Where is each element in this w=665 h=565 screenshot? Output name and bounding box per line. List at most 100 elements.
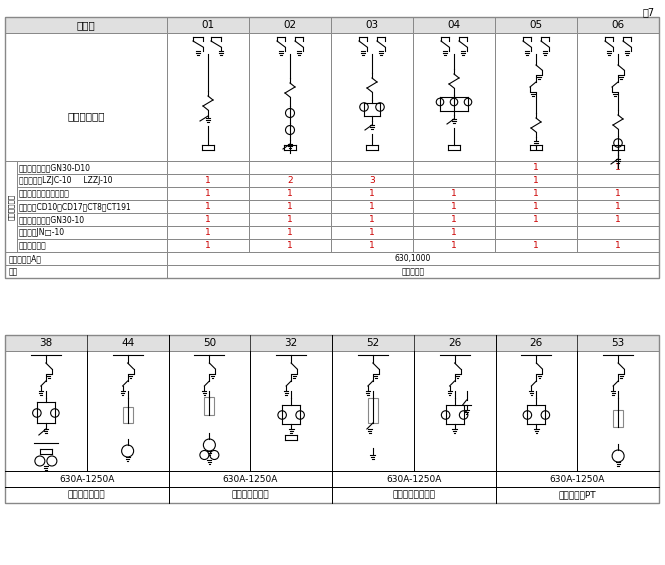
Text: 1: 1	[369, 189, 375, 198]
Bar	[249, 200, 331, 213]
Text: 电缆进线带PT: 电缆进线带PT	[559, 490, 596, 499]
Bar	[331, 226, 413, 239]
Text: 02: 02	[283, 20, 297, 30]
Bar	[5, 161, 17, 252]
Bar	[577, 33, 659, 161]
Text: 1: 1	[369, 228, 375, 237]
Bar	[86, 351, 168, 471]
Text: 06: 06	[611, 20, 624, 30]
Bar	[122, 407, 132, 423]
Bar	[167, 174, 249, 187]
Bar	[495, 200, 577, 213]
Text: 52: 52	[366, 338, 380, 348]
Text: 主电路方案图: 主电路方案图	[67, 111, 105, 121]
Bar	[577, 351, 659, 471]
Text: 电流互感器LZJC-10     LZZJ-10: 电流互感器LZJC-10 LZZJ-10	[19, 176, 112, 185]
Bar	[5, 265, 167, 278]
Bar	[5, 17, 659, 278]
Text: 表7: 表7	[643, 7, 655, 17]
Bar	[5, 335, 659, 503]
Bar	[332, 335, 495, 351]
Bar	[413, 226, 495, 239]
Text: 1: 1	[451, 202, 457, 211]
Bar	[17, 161, 167, 174]
Text: 1: 1	[205, 176, 211, 185]
Text: 1: 1	[369, 241, 375, 250]
Bar	[167, 161, 249, 174]
Bar	[577, 17, 659, 33]
Text: 1: 1	[369, 215, 375, 224]
Text: 1: 1	[287, 215, 293, 224]
Text: 额定电流（A）: 额定电流（A）	[9, 254, 42, 263]
Text: 01: 01	[201, 20, 215, 30]
Text: 630,1000: 630,1000	[395, 254, 431, 263]
Text: 26: 26	[448, 338, 462, 348]
Text: 1: 1	[451, 228, 457, 237]
Bar	[249, 213, 331, 226]
Bar	[414, 351, 495, 471]
Bar	[249, 161, 331, 174]
Text: 1: 1	[451, 215, 457, 224]
Text: 1: 1	[533, 241, 539, 250]
Text: 1: 1	[615, 202, 621, 211]
Text: 630A-1250A: 630A-1250A	[549, 475, 605, 484]
Bar	[249, 33, 331, 161]
Bar	[17, 187, 167, 200]
Bar	[495, 351, 577, 471]
Bar	[168, 351, 250, 471]
Text: 38: 38	[39, 338, 53, 348]
Text: 630A-1250A: 630A-1250A	[59, 475, 114, 484]
Text: 1: 1	[533, 176, 539, 185]
Bar	[577, 239, 659, 252]
Bar	[495, 226, 577, 239]
Bar	[413, 239, 495, 252]
Bar	[167, 252, 659, 265]
Bar	[577, 226, 659, 239]
Text: 1: 1	[451, 189, 457, 198]
Bar	[577, 161, 659, 174]
Text: 1: 1	[205, 241, 211, 250]
Bar	[413, 161, 495, 174]
Text: 1: 1	[533, 189, 539, 198]
Text: 1: 1	[451, 241, 457, 250]
Text: 1: 1	[369, 202, 375, 211]
Bar	[331, 239, 413, 252]
Text: 630A-1250A: 630A-1250A	[386, 475, 442, 484]
Bar	[495, 487, 659, 503]
Bar	[249, 174, 331, 187]
Text: 03: 03	[366, 20, 378, 30]
Bar	[168, 487, 332, 503]
Text: 1: 1	[287, 228, 293, 237]
Bar	[17, 174, 167, 187]
Bar	[413, 213, 495, 226]
Text: 1: 1	[205, 228, 211, 237]
Bar	[249, 17, 331, 33]
Text: 主要电器元件: 主要电器元件	[8, 193, 15, 220]
Text: 1: 1	[287, 189, 293, 198]
Text: 44: 44	[121, 338, 134, 348]
Text: 1: 1	[205, 189, 211, 198]
Bar	[331, 174, 413, 187]
Bar	[5, 351, 86, 471]
Text: 05: 05	[529, 20, 543, 30]
Text: 1: 1	[615, 215, 621, 224]
Bar	[17, 213, 167, 226]
Bar	[495, 174, 577, 187]
Bar	[332, 471, 495, 487]
Text: 1: 1	[287, 241, 293, 250]
Bar	[368, 398, 378, 423]
Bar	[5, 487, 168, 503]
Text: 1: 1	[615, 163, 621, 172]
Text: 接地开关JN□-10: 接地开关JN□-10	[19, 228, 65, 237]
Text: 电缆进出线: 电缆进出线	[402, 267, 424, 276]
Bar	[167, 187, 249, 200]
Bar	[495, 335, 659, 351]
Bar	[17, 239, 167, 252]
Bar	[331, 161, 413, 174]
Text: 架空进线、计量: 架空进线、计量	[68, 490, 106, 499]
Bar	[495, 239, 577, 252]
Bar	[331, 17, 413, 33]
Bar	[167, 226, 249, 239]
Text: 1: 1	[533, 215, 539, 224]
Bar	[167, 200, 249, 213]
